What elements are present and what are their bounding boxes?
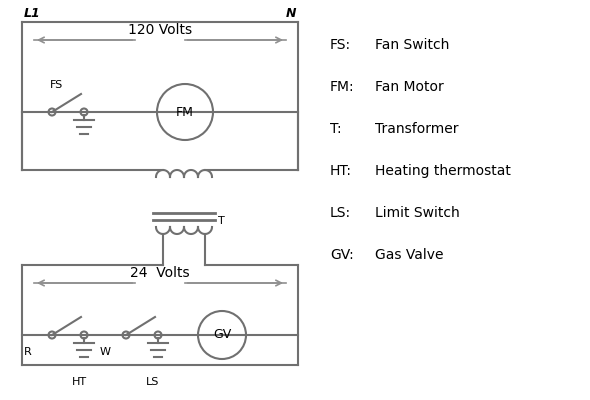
Text: L1: L1 — [24, 7, 41, 20]
Text: T:: T: — [330, 122, 342, 136]
Text: LS:: LS: — [330, 206, 351, 220]
Text: T: T — [218, 216, 225, 226]
Text: LS: LS — [146, 377, 160, 387]
Text: FM: FM — [176, 106, 194, 118]
Text: HT:: HT: — [330, 164, 352, 178]
Text: GV: GV — [213, 328, 231, 342]
Text: FS:: FS: — [330, 38, 351, 52]
Text: 120 Volts: 120 Volts — [128, 23, 192, 37]
Text: FM:: FM: — [330, 80, 355, 94]
Text: Heating thermostat: Heating thermostat — [375, 164, 511, 178]
Text: N: N — [286, 7, 296, 20]
Text: Fan Motor: Fan Motor — [375, 80, 444, 94]
Text: GV:: GV: — [330, 248, 354, 262]
Text: R: R — [24, 347, 32, 357]
Text: HT: HT — [71, 377, 87, 387]
Text: Transformer: Transformer — [375, 122, 458, 136]
Text: 24  Volts: 24 Volts — [130, 266, 190, 280]
Text: W: W — [100, 347, 111, 357]
Text: Gas Valve: Gas Valve — [375, 248, 444, 262]
Text: FS: FS — [50, 80, 63, 90]
Text: Limit Switch: Limit Switch — [375, 206, 460, 220]
Text: Fan Switch: Fan Switch — [375, 38, 450, 52]
